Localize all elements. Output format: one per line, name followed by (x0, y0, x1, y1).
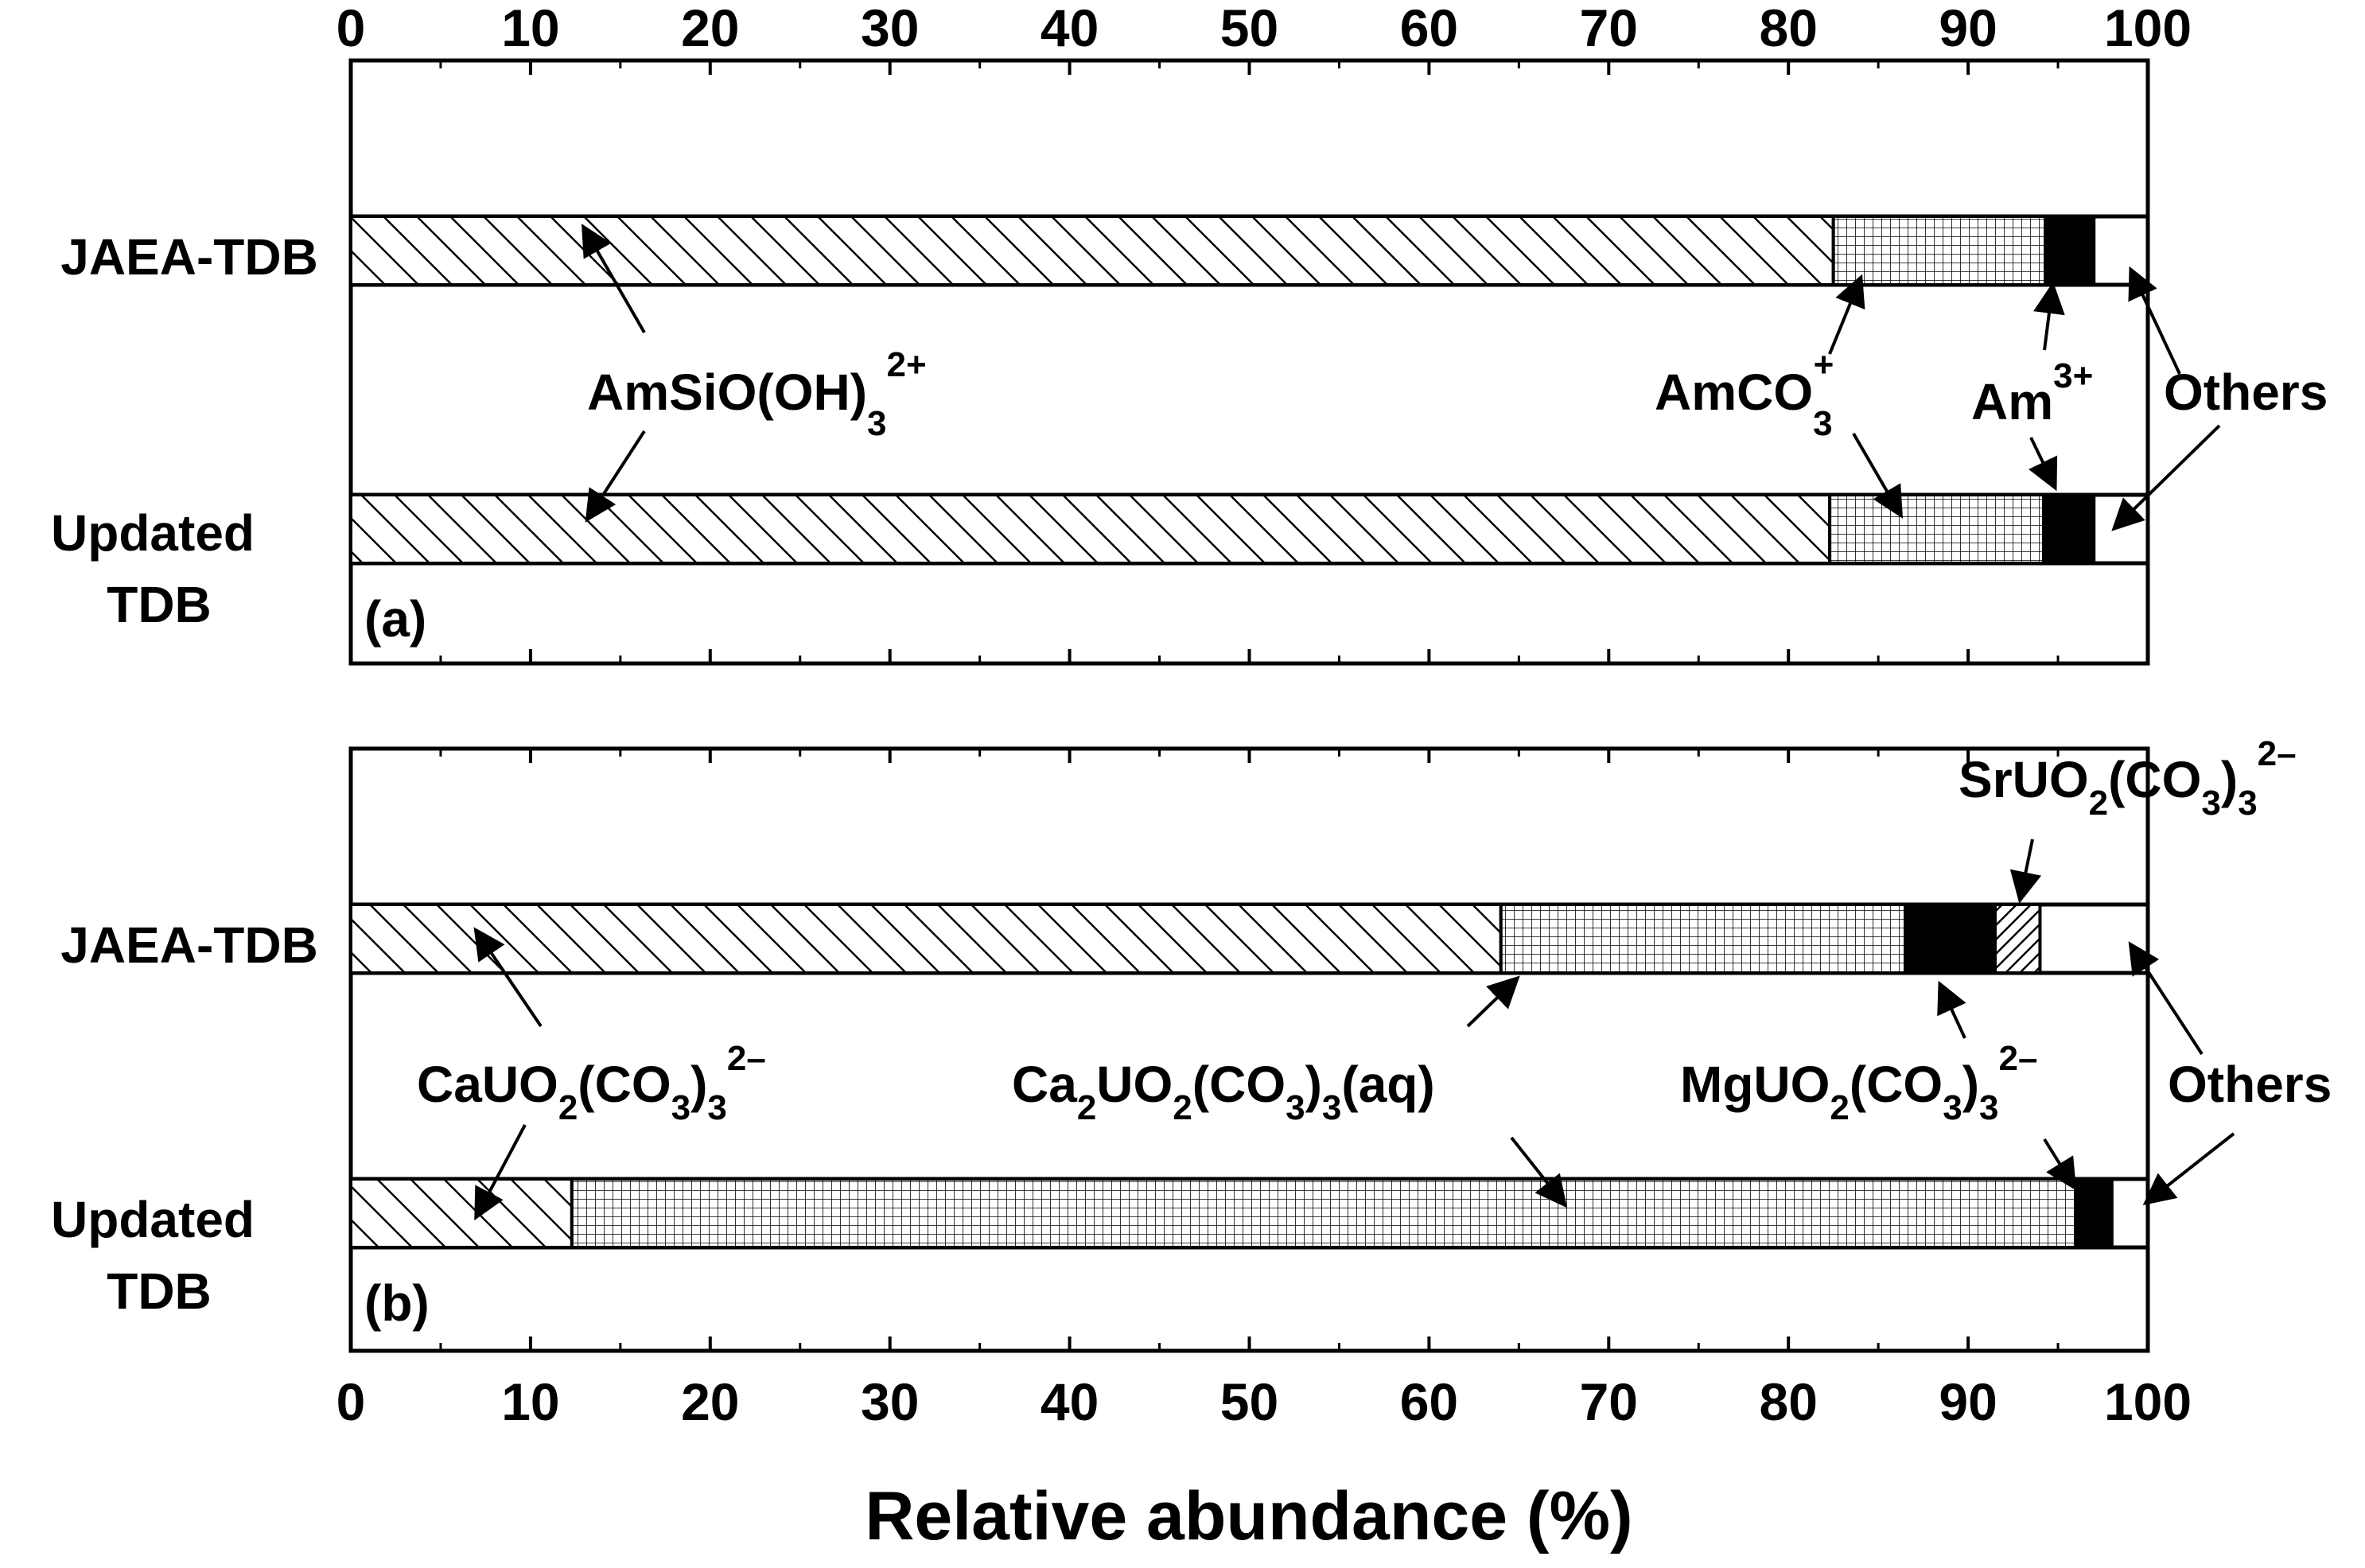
bar-segments (348, 214, 2150, 1250)
tick-label-bottom-70: 70 (1580, 1372, 1638, 1431)
tick-label-bottom-30: 30 (861, 1372, 919, 1431)
label-mguo2co3: MgUO2(CO3)32– (1680, 1039, 2037, 1127)
arrow-am3-jaea (2033, 282, 2065, 351)
row-label-a-jaea: JAEA-TDB (60, 228, 318, 286)
arrow-others-b-jaea (2128, 941, 2204, 1056)
x-axis-title: Relative abundance (%) (865, 1478, 1632, 1554)
row-label-b-updated-line1: Updated (51, 1191, 255, 1248)
bar-segment-p1-r0-s3 (1993, 903, 2042, 975)
label-others-a: Others (2164, 364, 2328, 421)
label-ca2uo2co3aq: Ca2UO2(CO3)3(aq) (1012, 1056, 1435, 1127)
tick-label-top-20: 20 (681, 0, 739, 57)
arrow-amco3-updated (1852, 432, 1904, 519)
tick-label-bottom-40: 40 (1041, 1372, 1099, 1431)
tick-label-top-90: 90 (1939, 0, 1997, 57)
bar-segment-p1-r1-s0 (349, 1177, 574, 1249)
label-amco3: AmCO3+ (1655, 345, 1834, 443)
tick-label-top-10: 10 (501, 0, 559, 57)
bar-segment-p1-r0-s0 (349, 903, 1503, 975)
row-label-b-updated-line2: TDB (107, 1263, 212, 1320)
arrow-mguo2-updated (2043, 1138, 2077, 1191)
label-amsio-oh3: AmSiO(OH)32+ (587, 345, 927, 443)
bar-segment-p1-r1-s1 (570, 1177, 2078, 1249)
tick-label-bottom-50: 50 (1220, 1372, 1278, 1431)
bar-segment-p0-r0-s2 (2044, 215, 2096, 286)
row-label-a-updated-line2: TDB (107, 576, 212, 633)
tick-label-top-60: 60 (1400, 0, 1458, 57)
arrow-others-b-updated (2142, 1132, 2235, 1205)
arrow-am3-updated (2029, 437, 2058, 492)
arrow-cauo2-updated (474, 1124, 527, 1221)
bar-segment-p0-r1-s2 (2041, 493, 2096, 565)
tick-label-top-100: 100 (2104, 0, 2192, 57)
label-cauo2co3: CaUO2(CO3)32– (417, 1039, 766, 1127)
tick-label-top-0: 0 (336, 0, 366, 57)
arrow-others-a-jaea (2128, 266, 2181, 375)
arrow-amsio-jaea (582, 224, 646, 333)
arrow-cauo2-jaea (473, 927, 543, 1028)
bar-segment-p0-r1-s1 (1828, 493, 2045, 565)
arrow-ca2uo2-jaea (1466, 975, 1520, 1028)
arrow-mguo2-jaea (1937, 980, 1966, 1039)
bar-segment-p0-r1-s0 (349, 493, 1832, 565)
arrow-amco3-jaea (1828, 274, 1865, 355)
label-am3plus: Am3+ (1971, 356, 2093, 430)
bar-segment-p1-r1-s2 (2074, 1177, 2114, 1249)
bar-segment-p0-r0-s0 (349, 215, 1835, 286)
arrow-amsio-updated (585, 430, 646, 523)
row-label-b-jaea: JAEA-TDB (60, 916, 318, 974)
bar-segment-p1-r0-s1 (1499, 903, 1908, 975)
panel-a-frame (348, 58, 2150, 666)
tick-label-top-50: 50 (1220, 0, 1278, 57)
bar-segment-p1-r0-s2 (1904, 903, 1997, 975)
tick-label-top-40: 40 (1041, 0, 1099, 57)
panel-b-label: (b) (364, 1274, 430, 1332)
panel-a-label: (a) (364, 590, 426, 648)
tick-label-bottom-10: 10 (501, 1372, 559, 1431)
tick-label-bottom-90: 90 (1939, 1372, 1997, 1431)
row-label-a-updated-line1: Updated (51, 504, 255, 562)
tick-label-bottom-60: 60 (1400, 1372, 1458, 1431)
tick-label-bottom-80: 80 (1759, 1372, 1817, 1431)
tick-label-bottom-100: 100 (2104, 1372, 2192, 1431)
panel-b-frame (348, 746, 2150, 1353)
arrow-sruo2-jaea (2009, 838, 2042, 904)
arrow-others-a-updated (2111, 424, 2221, 531)
label-others-b: Others (2168, 1056, 2332, 1113)
arrow-ca2uo2-updated (1510, 1136, 1567, 1208)
tick-label-top-70: 70 (1580, 0, 1638, 57)
tick-label-top-80: 80 (1759, 0, 1817, 57)
axis-ticks: 0 0 10 10 20 20 30 30 40 40 50 50 60 60 70 70 80 80 90 90 10… (336, 0, 2192, 1431)
tick-label-top-30: 30 (861, 0, 919, 57)
tick-label-bottom-0: 0 (336, 1372, 366, 1431)
tick-label-bottom-20: 20 (681, 1372, 739, 1431)
bar-segment-p0-r0-s1 (1831, 215, 2048, 286)
